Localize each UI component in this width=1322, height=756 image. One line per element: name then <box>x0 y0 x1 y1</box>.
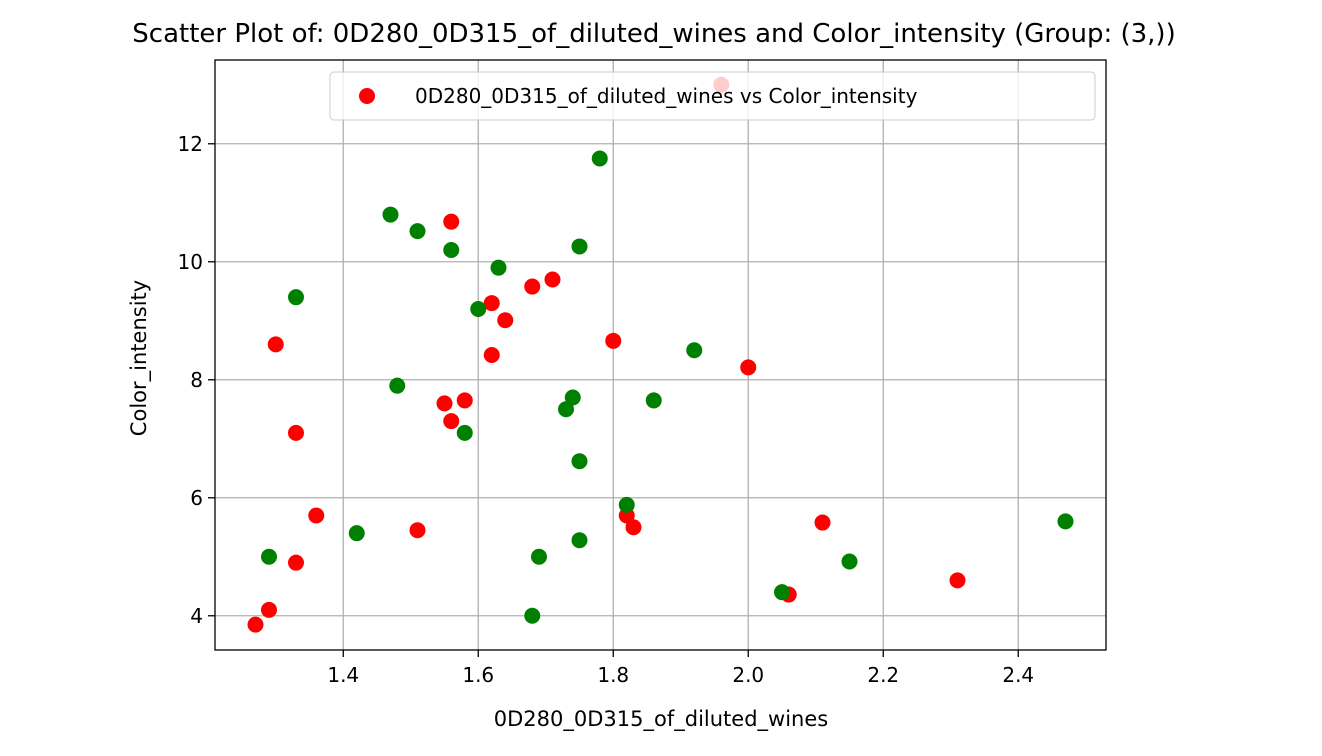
data-point-series-2 <box>382 206 399 223</box>
grid-lines <box>215 60 1106 650</box>
data-point-series-1 <box>625 519 642 536</box>
data-point-series-2 <box>571 238 588 255</box>
data-point-series-2 <box>571 453 588 470</box>
legend-marker-series-1 <box>359 88 375 104</box>
data-point-series-1 <box>605 332 622 349</box>
y-tick-label: 10 <box>178 250 203 274</box>
plot-area-frame <box>214 59 1107 651</box>
data-point-series-1 <box>409 522 426 539</box>
data-point-series-1 <box>267 336 284 353</box>
data-point-series-2 <box>1057 513 1074 530</box>
y-tick-label: 12 <box>178 132 203 156</box>
data-point-series-2 <box>470 300 487 317</box>
data-point-series-1 <box>247 616 264 633</box>
data-point-series-1 <box>483 347 500 363</box>
data-point-series-2 <box>558 401 574 418</box>
data-point-series-2 <box>524 607 541 624</box>
data-point-series-1 <box>524 278 541 295</box>
data-point-series-1 <box>456 392 473 409</box>
data-point-series-2 <box>389 377 406 394</box>
data-point-series-1 <box>261 601 277 618</box>
x-tick-label: 1.4 <box>327 663 359 687</box>
data-point-series-2 <box>686 342 703 359</box>
chart-title: Scatter Plot of: 0D280_0D315_of_diluted_… <box>132 19 1175 49</box>
x-tick-label: 2.0 <box>732 663 764 687</box>
data-point-series-2 <box>564 389 581 406</box>
legend: 0D280_0D315_of_diluted_wines vs Color_in… <box>329 71 1096 121</box>
data-point-series-1 <box>483 295 500 312</box>
data-point-series-2 <box>456 424 473 441</box>
data-point-series-1 <box>443 413 460 430</box>
data-point-series-1 <box>814 514 831 531</box>
y-axis-label: Color_intensity <box>127 280 152 436</box>
x-tick-label: 2.2 <box>867 663 899 687</box>
x-tick-label: 1.8 <box>597 663 629 687</box>
legend-label-series-1: 0D280_0D315_of_diluted_wines vs Color_in… <box>415 84 918 108</box>
y-tick-label: 6 <box>190 486 203 510</box>
data-point-series-2 <box>490 259 507 276</box>
data-point-series-1 <box>949 572 966 589</box>
data-point-series-2 <box>841 553 858 570</box>
data-point-series-1 <box>288 554 304 571</box>
data-point-series-2 <box>531 548 547 565</box>
data-point-series-2 <box>571 532 588 549</box>
data-point-series-1 <box>443 213 460 230</box>
data-point-series-2 <box>774 584 790 601</box>
x-tick-label: 2.4 <box>1002 663 1034 687</box>
data-point-series-2 <box>443 241 460 258</box>
scatter-points <box>247 76 1074 633</box>
data-point-series-2 <box>409 223 426 240</box>
data-point-series-2 <box>261 548 277 565</box>
x-tick-label: 1.6 <box>462 663 494 687</box>
axis-ticks: 1.4 1.6 1.8 2.0 2.2 2.4 4 6 8 10 12 <box>178 132 1035 687</box>
y-tick-label: 8 <box>190 368 203 392</box>
legend-box <box>329 71 1096 121</box>
data-point-series-2 <box>348 525 365 542</box>
data-point-series-1 <box>288 424 304 441</box>
data-point-series-1 <box>436 395 453 412</box>
data-point-series-2 <box>645 392 662 409</box>
data-point-series-2 <box>618 496 635 513</box>
data-point-series-2 <box>591 150 608 167</box>
x-axis-label: 0D280_0D315_of_diluted_wines <box>494 707 828 732</box>
y-tick-label: 4 <box>190 604 203 628</box>
data-point-series-2 <box>288 289 304 306</box>
data-point-series-1 <box>740 359 757 376</box>
data-point-series-1 <box>497 312 514 329</box>
data-point-series-1 <box>308 507 325 524</box>
data-point-series-1 <box>544 271 561 288</box>
